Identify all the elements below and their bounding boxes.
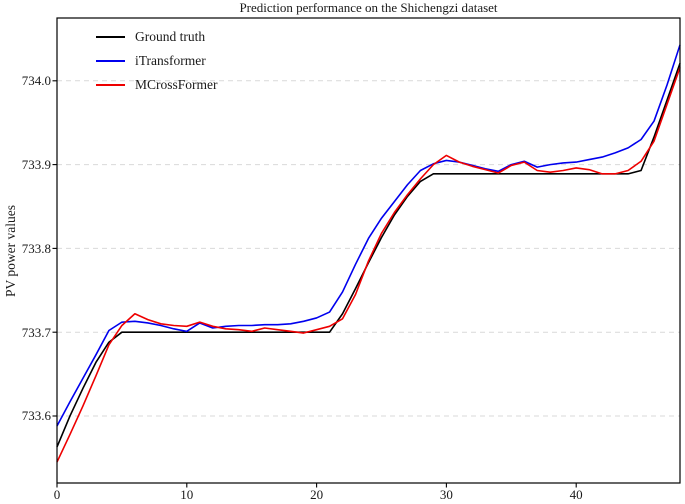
- legend-label: MCrossFormer: [135, 77, 218, 92]
- legend-item-mcrossformer: MCrossFormer: [96, 73, 218, 97]
- chart-title: Prediction performance on the Shichengzi…: [239, 0, 498, 15]
- series-line: [56, 44, 681, 427]
- legend-label: iTransformer: [135, 53, 206, 68]
- itransformer-line-swatch: [96, 60, 125, 62]
- mcrossformer-line-swatch: [96, 84, 125, 86]
- legend: Ground truth iTransformer MCrossFormer: [96, 25, 218, 97]
- legend-item-itransformer: iTransformer: [96, 49, 218, 73]
- legend-label: Ground truth: [135, 29, 206, 44]
- legend-item-ground-truth: Ground truth: [96, 25, 218, 49]
- axes-spines: [56, 17, 681, 484]
- ground-truth-line-swatch: [96, 36, 125, 38]
- series-line: [56, 67, 681, 463]
- series-line: [56, 62, 681, 448]
